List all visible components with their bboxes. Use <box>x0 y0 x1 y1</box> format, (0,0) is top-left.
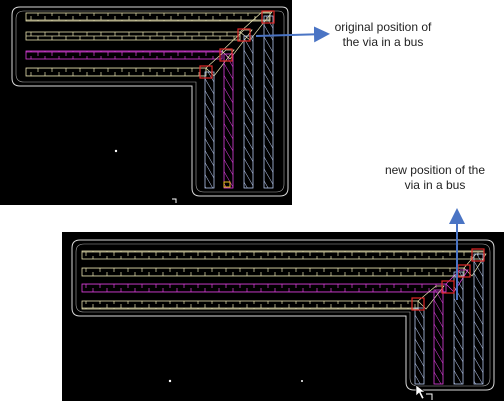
layout-canvas-new <box>71 239 495 400</box>
annotation-original-line1: original position of <box>334 20 432 34</box>
vertical-wire-1 <box>204 71 215 189</box>
annotation-new-line1: new position of the <box>384 163 486 177</box>
horizontal-wire-2 <box>25 31 241 41</box>
horizontal-wire-highlight <box>25 50 223 60</box>
via-1 <box>261 10 275 24</box>
annotation-original-via: original position of the via in a bus <box>318 20 448 50</box>
via-new-highlight <box>441 280 455 294</box>
annotation-original-line2: the via in a bus <box>342 35 424 49</box>
inner-boundary <box>15 10 285 193</box>
via-4 <box>411 297 425 311</box>
via-2 <box>237 28 251 42</box>
vertical-wire-4 <box>473 253 484 385</box>
inner-boundary <box>75 243 491 387</box>
corner-marker <box>426 393 433 400</box>
layout-canvas-original <box>11 6 289 203</box>
via-original-highlight <box>219 48 233 62</box>
horizontal-wire-2 <box>81 267 465 277</box>
mouse-pointer-icon <box>415 384 426 400</box>
vertical-wire-highlight <box>433 289 444 385</box>
arrow-right-icon <box>255 26 330 43</box>
bus-boundary <box>11 6 289 197</box>
corner-marker <box>172 198 177 203</box>
bus-boundary <box>71 239 495 391</box>
annotation-new-line2: via in a bus <box>404 178 466 192</box>
vertical-wire-4 <box>263 15 274 189</box>
horizontal-wire-4 <box>81 300 419 310</box>
vertical-wire-1 <box>414 307 425 385</box>
layout-view-original[interactable] <box>0 0 292 205</box>
annotation-new-via: new position of the via in a bus <box>370 163 500 193</box>
layout-view-new[interactable] <box>62 232 504 401</box>
vertical-wire-3 <box>243 35 254 189</box>
horizontal-wire-highlight <box>81 283 447 293</box>
vertical-wire-highlight <box>223 53 234 189</box>
via-1 <box>471 248 485 262</box>
via-4 <box>199 65 213 79</box>
